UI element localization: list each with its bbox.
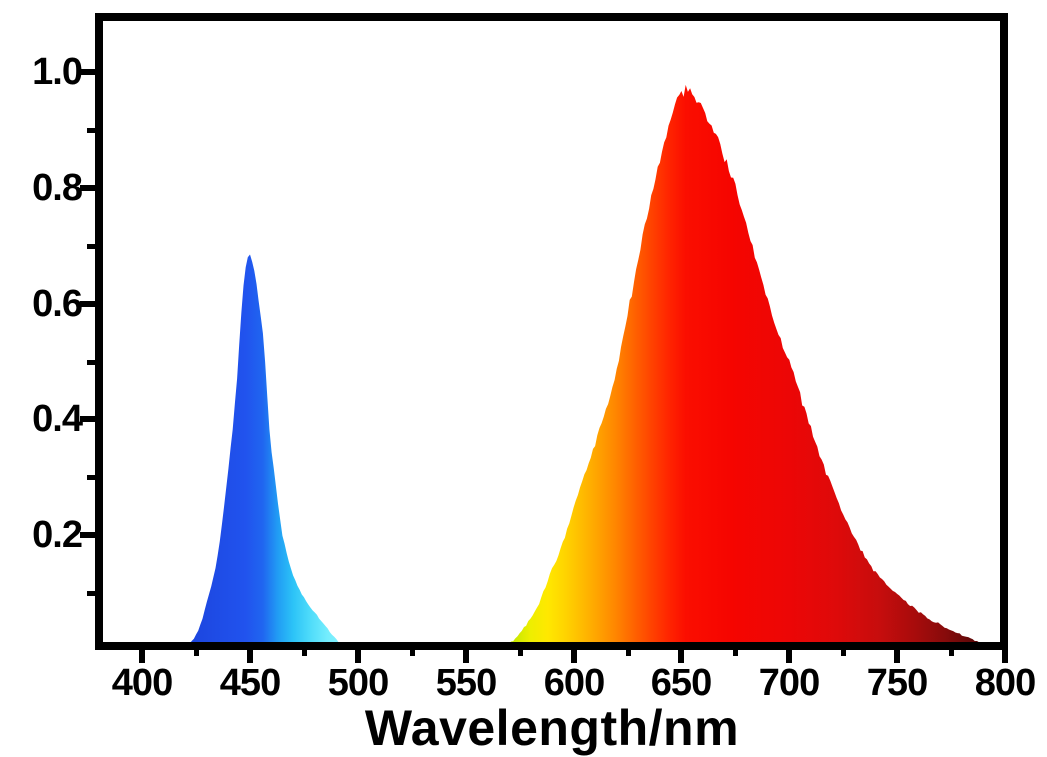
x-tick-label: 450 [219, 662, 281, 704]
x-tick-label: 700 [758, 662, 820, 704]
y-major-tick [80, 532, 97, 538]
y-major-tick [80, 185, 97, 191]
x-tick-label: 600 [543, 662, 605, 704]
y-minor-tick [87, 475, 97, 480]
x-tick-label: 550 [435, 662, 497, 704]
x-minor-tick [518, 646, 523, 656]
x-tick-label: 500 [327, 662, 389, 704]
y-tick-label: 0.6 [32, 283, 83, 325]
y-minor-tick [87, 591, 97, 596]
x-minor-tick [626, 646, 631, 656]
x-tick-label: 750 [866, 662, 928, 704]
y-tick-label: 0.8 [32, 167, 83, 209]
x-major-tick [786, 646, 792, 663]
y-major-tick [80, 69, 97, 75]
x-major-tick [571, 646, 577, 663]
x-major-tick [678, 646, 684, 663]
x-tick-label: 400 [111, 662, 173, 704]
x-major-tick [894, 646, 900, 663]
x-minor-tick [302, 646, 307, 656]
x-major-tick [139, 646, 145, 663]
plot-frame [95, 13, 1008, 650]
x-major-tick [247, 646, 253, 663]
x-major-tick [355, 646, 361, 663]
x-minor-tick [733, 646, 738, 656]
x-minor-tick [410, 646, 415, 656]
x-tick-label: 650 [650, 662, 712, 704]
y-minor-tick [87, 244, 97, 249]
y-major-tick [80, 301, 97, 307]
blue-emission-band [190, 254, 339, 642]
red-emission-band [510, 84, 979, 642]
y-tick-label: 1.0 [32, 51, 83, 93]
spectra-canvas [190, 84, 979, 642]
x-major-tick [1002, 646, 1008, 663]
x-axis-title: Wavelength/nm [364, 700, 740, 756]
y-tick-label: 0.2 [32, 514, 83, 556]
x-major-tick [463, 646, 469, 663]
y-minor-tick [87, 128, 97, 133]
x-tick-label: 800 [974, 662, 1036, 704]
x-minor-tick [194, 646, 199, 656]
y-major-tick [80, 416, 97, 422]
x-minor-tick [949, 646, 954, 656]
y-tick-label: 0.4 [32, 398, 83, 440]
x-minor-tick [841, 646, 846, 656]
y-minor-tick [87, 360, 97, 365]
